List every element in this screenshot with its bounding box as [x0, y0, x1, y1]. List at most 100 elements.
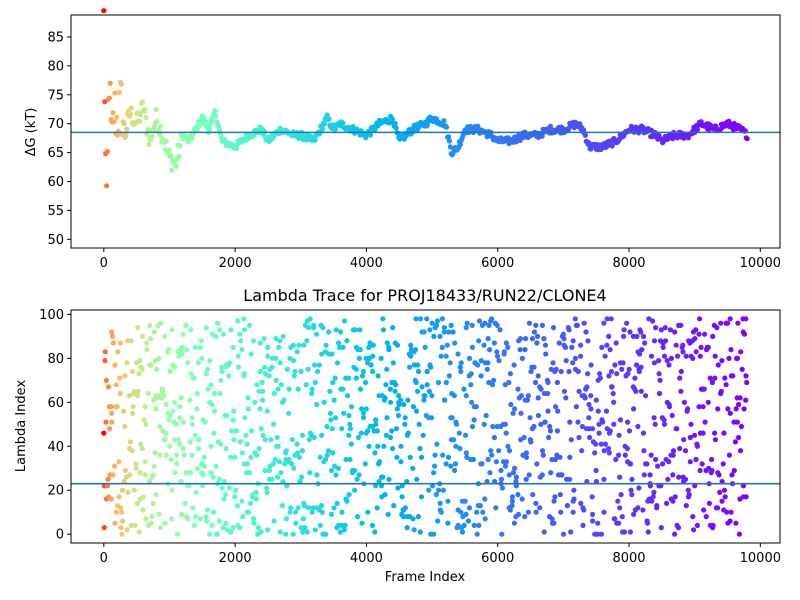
lambda-point	[418, 454, 425, 460]
lambda-point	[560, 531, 567, 537]
lambda-point	[331, 505, 337, 511]
lambda-point	[682, 448, 689, 454]
lambda-point	[197, 516, 203, 522]
lambda-point	[653, 325, 659, 331]
lambda-point	[359, 520, 365, 526]
lambda-point	[608, 316, 614, 322]
lambda-point	[690, 355, 696, 361]
lambda-point	[183, 322, 189, 328]
lambda-point	[221, 478, 227, 485]
lambda-point	[612, 362, 618, 368]
lambda-point	[273, 336, 279, 342]
lambda-point	[347, 456, 353, 463]
lambda-point	[469, 399, 475, 405]
lambda-point	[474, 509, 480, 515]
lambda-point	[258, 529, 264, 535]
lambda-point	[482, 516, 488, 522]
lambda-point	[269, 355, 275, 361]
lambda-point	[640, 430, 647, 436]
lambda-point	[545, 408, 551, 414]
lambda-point	[655, 463, 661, 469]
lambda-point	[340, 386, 346, 392]
lambda-point	[685, 487, 691, 493]
lambda-point	[385, 511, 391, 517]
lambda-point	[485, 456, 491, 463]
lambda-point	[579, 423, 586, 430]
lambda-point	[621, 333, 627, 339]
lambda-point	[148, 362, 154, 368]
lambda-point	[726, 355, 732, 361]
lambda-point	[617, 505, 623, 511]
lambda-y-tick-label: 100	[39, 308, 64, 323]
lambda-point	[192, 432, 198, 438]
lambda-point	[642, 340, 648, 346]
lambda-point	[478, 358, 484, 364]
lambda-point	[370, 368, 376, 375]
lambda-point	[435, 518, 441, 524]
lambda-point	[279, 503, 285, 509]
lambda-point	[450, 329, 456, 335]
lambda-point	[424, 382, 430, 388]
lambda-point	[307, 316, 313, 322]
lambda-point	[125, 489, 131, 495]
lambda-point	[668, 355, 675, 361]
lambda-point	[532, 379, 539, 386]
lambda-point	[651, 415, 657, 421]
lambda-point	[505, 443, 511, 449]
lambda-point	[523, 476, 529, 482]
lambda-point	[529, 336, 536, 342]
lambda-point	[706, 500, 713, 506]
lambda-point	[136, 529, 142, 535]
lambda-point	[435, 379, 442, 386]
lambda-point	[268, 437, 274, 443]
lambda-point	[281, 397, 287, 403]
lambda-point	[197, 344, 203, 350]
lambda-point	[709, 379, 716, 386]
delta-g-point	[445, 134, 452, 140]
lambda-point	[736, 434, 742, 441]
lambda-point	[113, 382, 119, 388]
lambda-point	[417, 316, 424, 322]
lambda-point	[677, 375, 683, 381]
lambda-point	[631, 406, 637, 412]
lambda-point	[446, 329, 452, 335]
lambda-point	[703, 514, 709, 520]
lambda-point	[239, 347, 245, 353]
delta-g-point	[127, 111, 134, 117]
delta-g-y-tick-label: 50	[47, 233, 64, 248]
lambda-point	[531, 423, 537, 430]
lambda-point	[579, 448, 585, 454]
lambda-point	[405, 397, 411, 403]
lambda-point	[725, 406, 731, 412]
lambda-point	[269, 364, 275, 370]
lambda-point	[201, 454, 207, 460]
lambda-point	[378, 355, 384, 361]
lambda-point	[445, 520, 451, 526]
lambda-point	[568, 529, 574, 535]
lambda-point	[230, 525, 236, 531]
lambda-point	[133, 465, 139, 471]
lambda-point	[649, 498, 655, 504]
lambda-point	[415, 514, 421, 520]
lambda-point	[513, 483, 519, 489]
lambda-point	[563, 395, 569, 401]
lambda-point	[723, 382, 729, 388]
lambda-point	[179, 351, 185, 357]
lambda-point	[342, 522, 348, 529]
lambda-point	[353, 366, 359, 372]
lambda-point	[140, 507, 146, 513]
lambda-point	[554, 428, 561, 434]
lambda-point	[404, 525, 410, 531]
lambda-point	[632, 375, 638, 381]
lambda-point	[383, 382, 389, 388]
lambda-point	[593, 397, 599, 403]
lambda-point	[402, 505, 408, 511]
lambda-point	[595, 520, 601, 526]
lambda-point	[572, 316, 578, 322]
lambda-point	[546, 434, 552, 441]
lambda-point	[461, 522, 467, 529]
lambda-point	[324, 423, 330, 430]
lambda-point	[375, 373, 381, 379]
lambda-point	[328, 467, 335, 474]
lambda-point	[319, 432, 325, 438]
